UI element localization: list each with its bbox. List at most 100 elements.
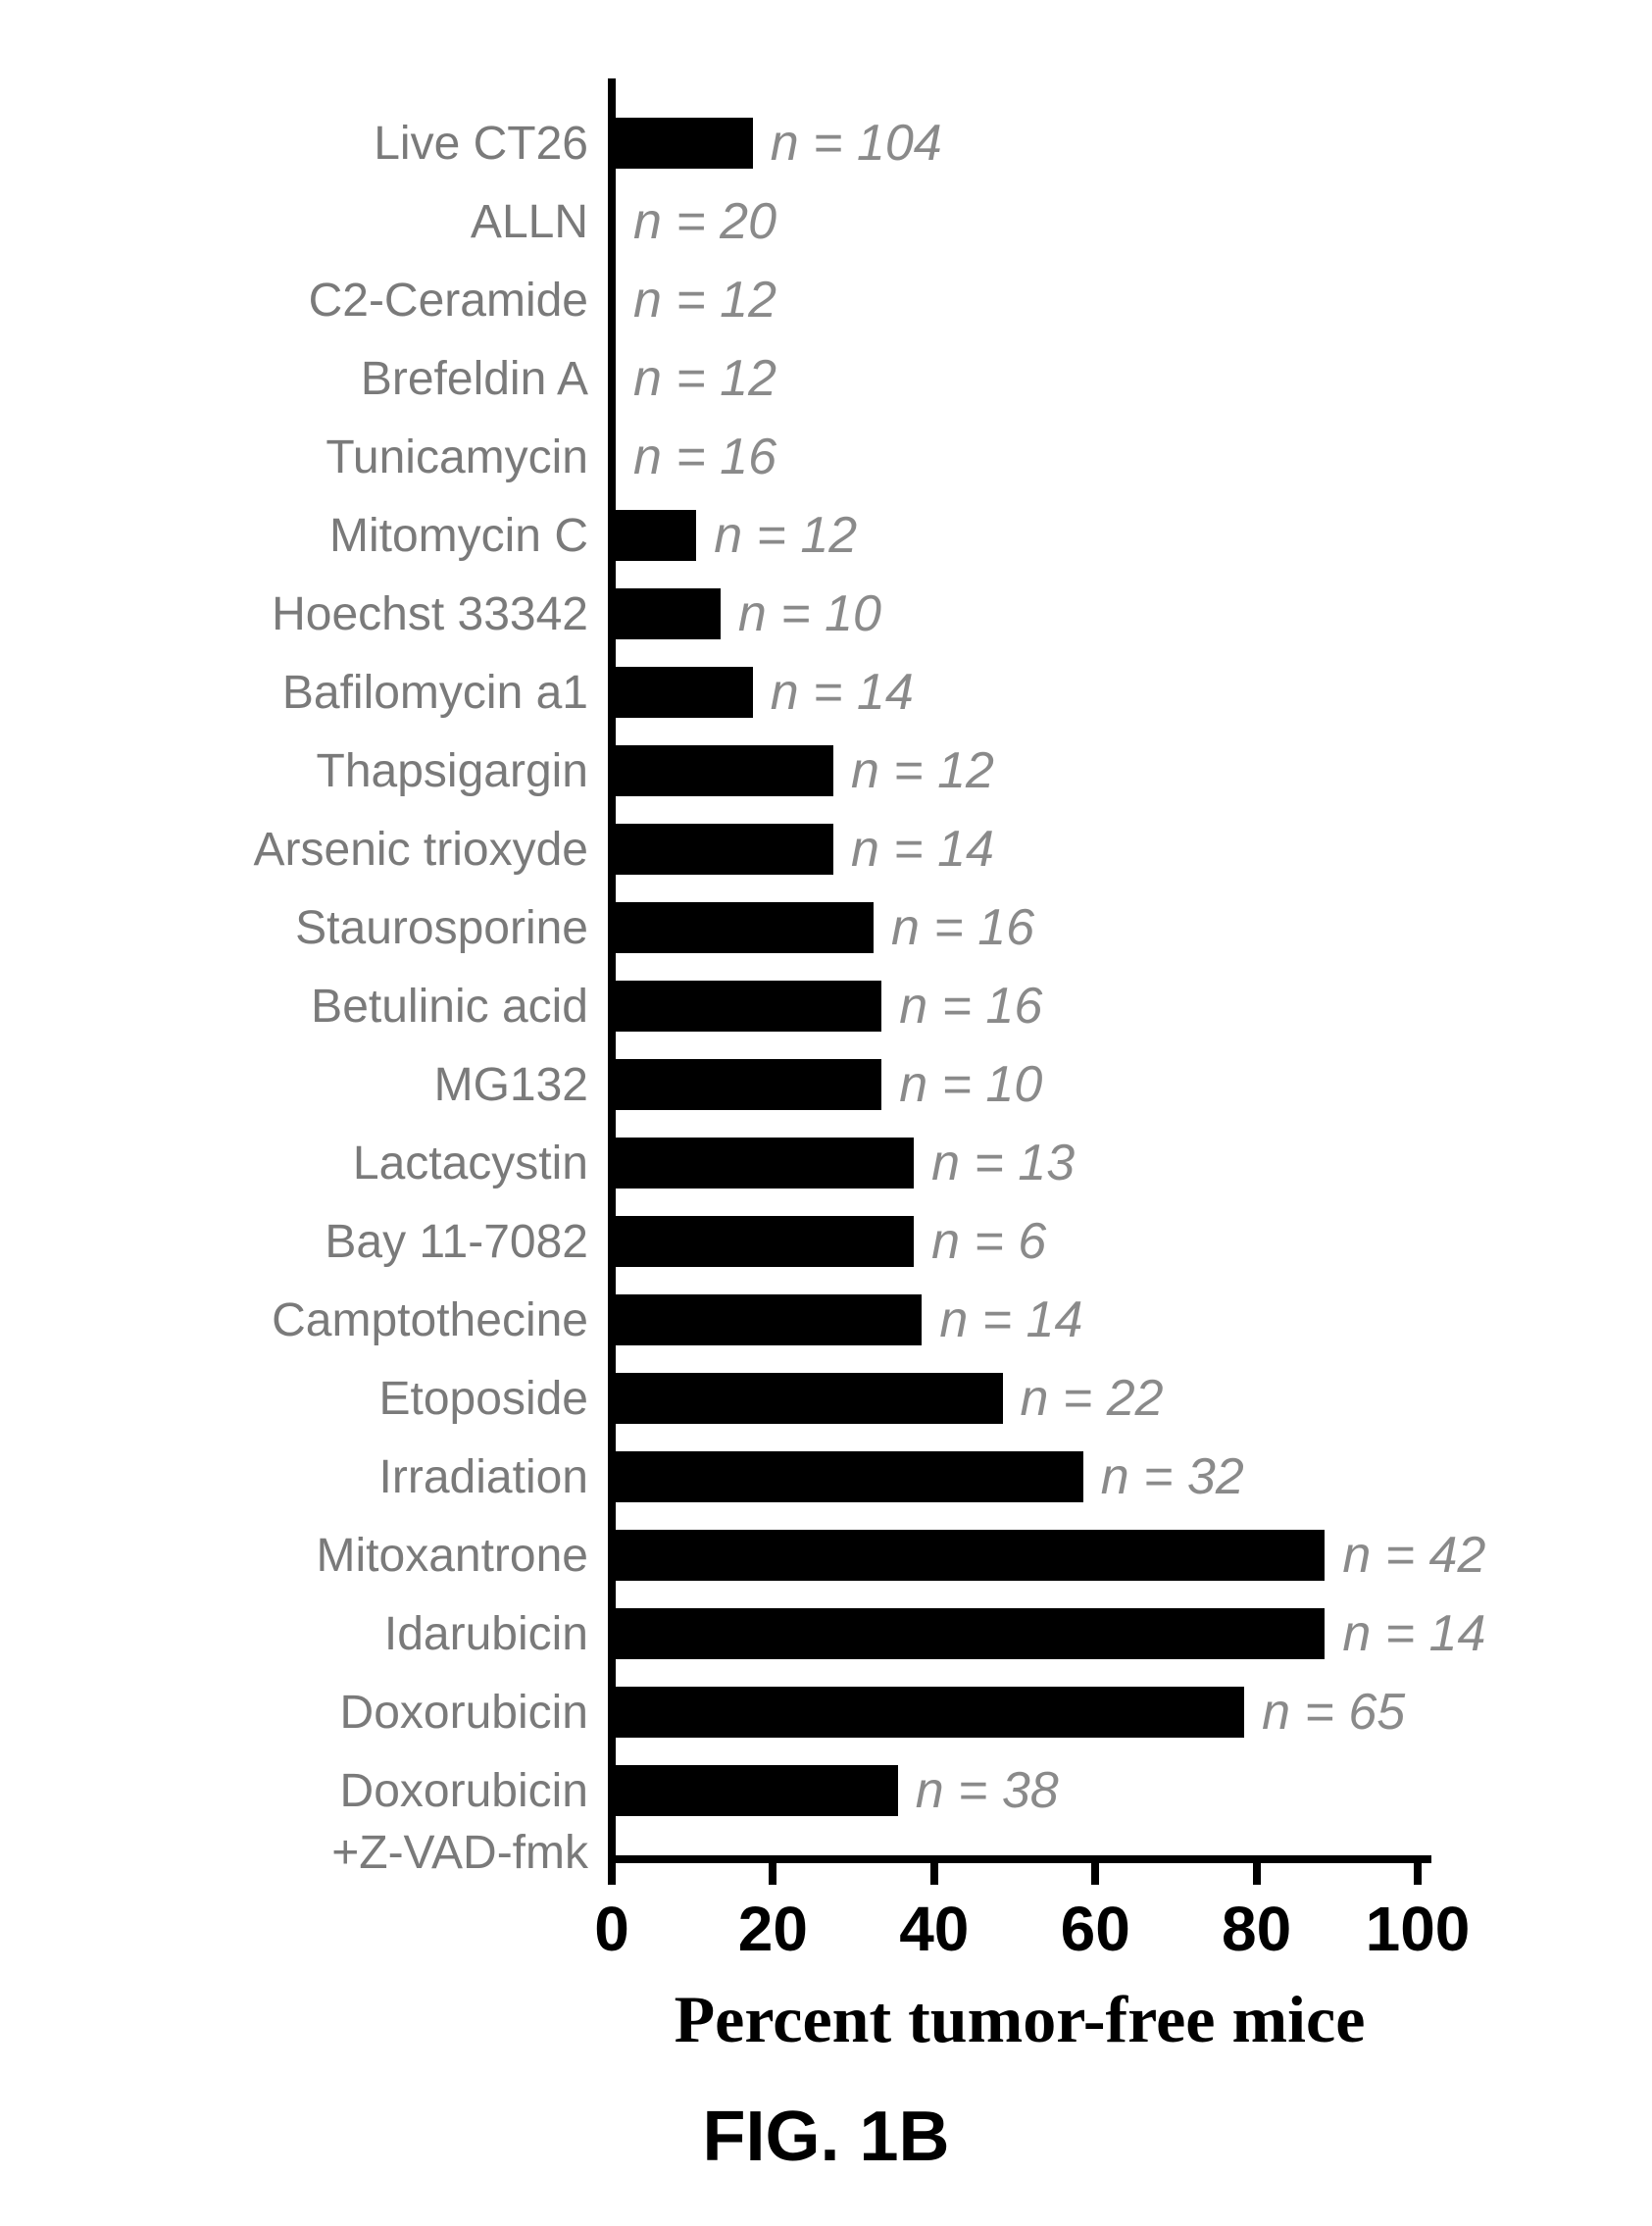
bar-row: Camptothecine n = 14 <box>137 1285 1510 1355</box>
bar <box>616 1530 1325 1581</box>
bar <box>616 1216 914 1267</box>
bar <box>616 902 874 953</box>
x-axis <box>608 1855 1431 1863</box>
bar <box>616 1765 898 1816</box>
n-label: n = 12 <box>851 741 994 800</box>
n-label: n = 10 <box>899 1055 1042 1114</box>
n-label: n = 32 <box>1101 1447 1244 1506</box>
bar <box>616 588 721 639</box>
x-tick-label: 80 <box>1222 1893 1291 1965</box>
x-tick-label: 0 <box>594 1893 629 1965</box>
bar-category-label: Mitomycin C <box>147 509 598 563</box>
chart-container: Live CT26n = 104ALLNn = 20C2-Ceramiden =… <box>137 78 1510 2138</box>
bar-row: Idarubicin n = 14 <box>137 1598 1510 1669</box>
bar <box>616 1294 922 1345</box>
n-label: n = 14 <box>771 663 914 722</box>
bar-category-label: C2-Ceramide <box>147 274 598 328</box>
bar-category-label: Arsenic trioxyde <box>147 823 598 877</box>
bar-row: MG132 n = 10 <box>137 1049 1510 1120</box>
bar-category-label: Bafilomycin a1 <box>147 666 598 720</box>
bar-row: Mitoxantrone n = 42 <box>137 1520 1510 1591</box>
bar <box>616 1608 1325 1659</box>
bar <box>616 824 833 875</box>
bar-row: Hoechst 33342 n = 10 <box>137 579 1510 649</box>
extra-bottom-label: +Z-VAD-fmk <box>331 1826 598 1880</box>
plot-area: Live CT26n = 104ALLNn = 20C2-Ceramiden =… <box>137 78 1510 1863</box>
bar-row: Thapsigargin n = 12 <box>137 735 1510 806</box>
bar-row: Betulinic acid n = 16 <box>137 971 1510 1041</box>
n-label: n = 22 <box>1021 1369 1164 1428</box>
bar <box>616 667 753 718</box>
n-label: n = 38 <box>916 1761 1059 1820</box>
x-tick <box>769 1863 776 1885</box>
x-tick <box>1091 1863 1099 1885</box>
bar-row: Doxorubicin n = 38 <box>137 1755 1510 1826</box>
bar <box>616 510 696 561</box>
bar <box>616 1687 1244 1738</box>
x-tick <box>608 1863 616 1885</box>
n-label: n = 14 <box>1342 1604 1485 1663</box>
bar <box>616 1451 1083 1502</box>
bar-row: Mitomycin C n = 12 <box>137 500 1510 571</box>
n-label: n = 104 <box>771 114 942 173</box>
bar <box>616 118 753 169</box>
n-label: n = 13 <box>931 1134 1075 1192</box>
bar-row: Etoposide n = 22 <box>137 1363 1510 1434</box>
bar <box>616 1373 1003 1424</box>
n-label: n = 14 <box>851 820 994 879</box>
x-tick-label: 60 <box>1061 1893 1130 1965</box>
bar-row: ALLN n = 20 <box>137 186 1510 257</box>
bar-category-label: Thapsigargin <box>147 744 598 798</box>
bar-category-label: ALLN <box>147 195 598 249</box>
n-label: n = 12 <box>714 506 857 565</box>
x-tick <box>1414 1863 1422 1885</box>
bar-row: Live CT26 n = 104 <box>137 108 1510 178</box>
bar-row: C2-Ceramiden = 12 <box>137 265 1510 335</box>
bar-category-label: Doxorubicin <box>147 1686 598 1740</box>
bar-category-label: Betulinic acid <box>147 980 598 1034</box>
bar-category-label: Mitoxantrone <box>147 1529 598 1583</box>
n-label: n = 12 <box>633 349 776 408</box>
bar-row: Brefeldin A n = 12 <box>137 343 1510 414</box>
bar <box>616 1059 881 1110</box>
bar-category-label: Irradiation <box>147 1450 598 1504</box>
bar-category-label: Staurosporine <box>147 901 598 955</box>
n-label: n = 20 <box>633 192 776 251</box>
bar-category-label: Bay 11-7082 <box>147 1215 598 1269</box>
bar-row: Lactacystin n = 13 <box>137 1128 1510 1198</box>
n-label: n = 14 <box>939 1290 1082 1349</box>
n-label: n = 16 <box>891 898 1034 957</box>
bar-category-label: Lactacystin <box>147 1137 598 1190</box>
n-label: n = 10 <box>738 584 881 643</box>
bar <box>616 1138 914 1189</box>
bar <box>616 981 881 1032</box>
bar-category-label: MG132 <box>147 1058 598 1112</box>
bar-category-label: Etoposide <box>147 1372 598 1426</box>
bar-category-label: Doxorubicin <box>147 1764 598 1818</box>
bar-row: Staurosporine n = 16 <box>137 892 1510 963</box>
bar-category-label: Idarubicin <box>147 1607 598 1661</box>
bar-row: Bafilomycin a1 n = 14 <box>137 657 1510 728</box>
bar-category-label: Tunicamycin <box>147 430 598 484</box>
bar-category-label: Brefeldin A <box>147 352 598 406</box>
bar-row: Irradiation n = 32 <box>137 1442 1510 1512</box>
bar-category-label: Camptothecine <box>147 1293 598 1347</box>
bar-category-label: Live CT26 <box>147 117 598 171</box>
x-tick <box>1253 1863 1261 1885</box>
bar <box>616 745 833 796</box>
x-tick <box>930 1863 938 1885</box>
bar-row: Doxorubicin n = 65 <box>137 1677 1510 1747</box>
n-label: n = 65 <box>1262 1683 1405 1742</box>
x-axis-title: Percent tumor-free mice <box>608 1981 1431 2058</box>
n-label: n = 42 <box>1342 1526 1485 1585</box>
x-tick-label: 100 <box>1366 1893 1471 1965</box>
x-tick-label: 20 <box>738 1893 808 1965</box>
x-tick-label: 40 <box>899 1893 969 1965</box>
bar-row: Arsenic trioxyde n = 14 <box>137 814 1510 885</box>
n-label: n = 16 <box>633 428 776 486</box>
bar-category-label: Hoechst 33342 <box>147 587 598 641</box>
n-label: n = 6 <box>931 1212 1046 1271</box>
n-label: n = 16 <box>899 977 1042 1036</box>
bar-row: Tunicamycin n = 16 <box>137 422 1510 492</box>
bar-row: Bay 11-7082 n = 6 <box>137 1206 1510 1277</box>
